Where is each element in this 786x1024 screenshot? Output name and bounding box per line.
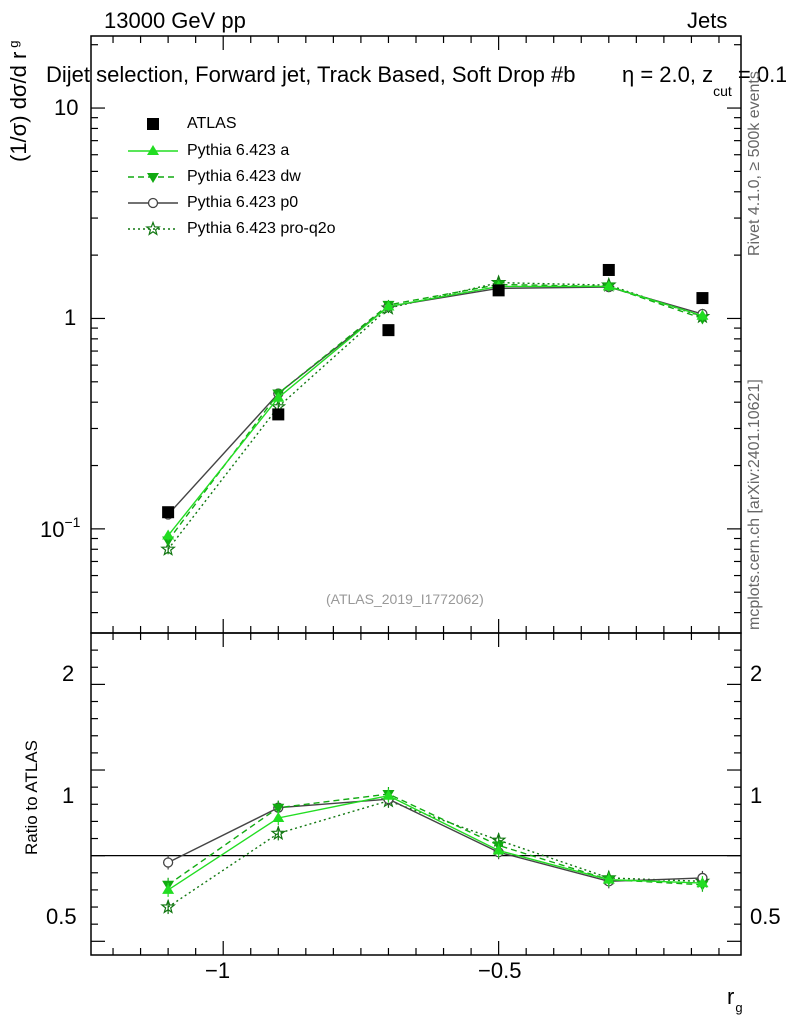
ratio-tick-right-1: 1 xyxy=(750,783,763,808)
series-p0 xyxy=(162,281,708,889)
series-line xyxy=(167,281,703,550)
legend-marker-p0 xyxy=(147,197,159,209)
ratio-point xyxy=(602,873,615,884)
ratio-line xyxy=(167,798,703,883)
y-tick-label-0.1-base: 10 xyxy=(40,517,65,542)
rivet-version-label: Rivet 4.1.0, ≥ 500k events xyxy=(746,71,763,256)
legend-label-atlas: ATLAS xyxy=(187,115,237,132)
series-line xyxy=(167,283,703,541)
legend-label-p0: Pythia 6.423 p0 xyxy=(187,194,299,211)
ratio-point xyxy=(492,844,505,855)
x-tick-label-minus0.5: −0.5 xyxy=(478,958,522,983)
data-point xyxy=(162,506,175,519)
ratio-point xyxy=(270,825,287,841)
series-point xyxy=(382,300,395,311)
analysis-watermark: (ATLAS_2019_I1772062) xyxy=(326,591,484,607)
ratio-panel-frame xyxy=(90,632,742,956)
ratio-line xyxy=(167,793,703,886)
series-point xyxy=(272,391,285,402)
series-point xyxy=(602,280,615,291)
ratio-tick-left-1: 1 xyxy=(62,783,75,808)
legend xyxy=(128,118,178,236)
legend-label-proq2o: Pythia 6.423 pro-q2o xyxy=(187,220,336,237)
series-layer xyxy=(160,263,711,915)
ratio-tick-left-0.5: 0.5 xyxy=(46,904,77,929)
subtitle-tail: = 0.1 xyxy=(731,62,786,87)
subtitle-cut-sub: cut xyxy=(713,83,732,99)
subtitle-eta-text: η = 2.0, z xyxy=(622,62,714,87)
collision-label: 13000 GeV pp xyxy=(104,8,246,33)
series-point xyxy=(160,541,176,556)
data-point xyxy=(602,263,615,276)
ratio-tick-left-2: 2 xyxy=(62,661,75,686)
ratio-point xyxy=(696,877,709,888)
y-axis-label-top: (1/σ) dσ/d r g xyxy=(6,40,32,162)
legend-label-dw: Pythia 6.423 dw xyxy=(187,168,301,185)
data-point xyxy=(696,292,709,305)
ratio-point xyxy=(382,789,395,800)
data-point xyxy=(272,408,285,421)
x-tick-label-minus1: −1 xyxy=(205,958,231,983)
legend-marker-atlas xyxy=(147,118,159,130)
ratio-line xyxy=(167,794,703,891)
process-label: Jets xyxy=(687,8,728,33)
ratio-line xyxy=(167,800,703,908)
x-axis-label-sub: g xyxy=(735,1000,743,1015)
y-axis-label-top-sub: g xyxy=(6,40,21,48)
ratio-point xyxy=(160,898,176,914)
subtitle-eta: η = 2.0, zcut = 0.1 xyxy=(622,62,786,99)
series-a xyxy=(162,280,709,897)
ratio-point xyxy=(162,883,175,894)
plot-subtitle: Dijet selection, Forward jet, Track Base… xyxy=(46,62,575,88)
mcplots-label: mcplots.cern.ch [arXiv:2401.10621] xyxy=(746,379,763,630)
x-axis-label-text: r xyxy=(727,984,735,1009)
series-point xyxy=(162,529,175,540)
series-point xyxy=(696,309,709,320)
ratio-point xyxy=(272,803,285,814)
data-point xyxy=(382,324,395,337)
axis-ticks xyxy=(91,36,741,955)
ratio-tick-right-2: 2 xyxy=(750,661,763,686)
y-axis-label-ratio: Ratio to ATLAS xyxy=(22,740,41,855)
legend-marker-dw xyxy=(147,173,159,183)
data-point xyxy=(492,284,505,297)
subtitle-main: Dijet selection, Forward jet, Track Base… xyxy=(46,62,576,87)
y-tick-label-10: 10 xyxy=(54,95,79,120)
x-axis-label: rg xyxy=(727,984,743,1015)
y-axis-label-top-text: (1/σ) dσ/d r xyxy=(6,51,31,162)
series-dw xyxy=(162,279,709,892)
series-line xyxy=(167,285,703,536)
y-tick-label-1: 1 xyxy=(64,305,77,330)
legend-label-a: Pythia 6.423 a xyxy=(187,142,290,159)
series-data xyxy=(162,263,709,519)
y-tick-label-0.1: 10−1 xyxy=(40,514,81,543)
y-tick-label-0.1-exp: −1 xyxy=(64,514,81,530)
series-line xyxy=(167,286,703,516)
ratio-tick-right-0.5: 0.5 xyxy=(750,904,781,929)
legend-marker-proq2o xyxy=(145,220,161,236)
ratio-point xyxy=(162,857,174,868)
legend-marker-a xyxy=(147,145,159,155)
ratio-point xyxy=(272,811,285,822)
